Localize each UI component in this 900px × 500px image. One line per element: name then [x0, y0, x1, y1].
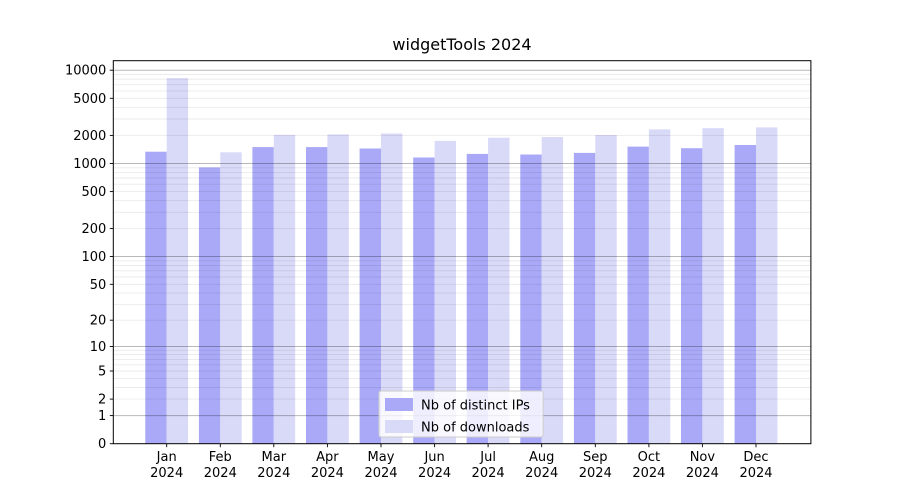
y-tick-label: 500: [81, 185, 106, 200]
x-tick-label: Jul 2024: [472, 450, 505, 481]
x-tick-label: Dec 2024: [739, 450, 772, 481]
y-tick-label: 5000: [73, 92, 106, 107]
y-tick-label: 0: [98, 437, 106, 452]
y-tick-label: 2: [98, 393, 106, 408]
x-tick-label: Mar 2024: [257, 450, 290, 481]
bar-distinct_ips: [252, 147, 274, 444]
bar-distinct_ips: [306, 147, 328, 444]
y-tick-label: 100: [81, 250, 106, 265]
bar-downloads: [702, 128, 724, 444]
y-tick-label: 10: [90, 340, 107, 355]
x-tick-label: Nov 2024: [686, 450, 719, 481]
x-tick-label: Oct 2024: [632, 450, 665, 481]
x-tick-label: Feb 2024: [204, 450, 237, 481]
bar-distinct_ips: [573, 152, 596, 444]
y-tick-label: 1000: [73, 157, 106, 172]
bar-distinct_ips: [627, 146, 649, 444]
x-tick-label: Apr 2024: [311, 450, 344, 481]
bar-downloads: [648, 129, 671, 444]
y-tick-label: 200: [81, 222, 106, 237]
bar-distinct_ips: [359, 148, 381, 444]
bar-downloads: [273, 134, 296, 444]
chart-title: widgetTools 2024: [392, 35, 532, 54]
bar-downloads: [434, 140, 456, 444]
y-tick-label: 50: [90, 278, 107, 293]
x-tick-label: Jun 2024: [418, 450, 451, 481]
bar-distinct_ips: [734, 145, 756, 444]
x-tick-label: May 2024: [364, 450, 397, 481]
legend-box: [378, 390, 544, 438]
bar-distinct_ips: [681, 148, 703, 444]
x-tick-label: Aug 2024: [525, 450, 558, 481]
bar-downloads: [381, 133, 403, 444]
legend-swatch-downloads: [385, 420, 413, 433]
bar-downloads: [541, 137, 564, 444]
y-tick-label: 10000: [65, 64, 106, 79]
bar-downloads: [220, 152, 242, 444]
x-tick-label: Jan 2024: [150, 450, 183, 481]
x-tick-label: Sep 2024: [579, 450, 612, 481]
y-tick-label: 1: [98, 409, 106, 424]
legend-label-distinct_ips: Nb of distinct IPs: [421, 399, 530, 414]
plot-frame: [112, 60, 812, 445]
legend-swatch-distinct_ips: [385, 398, 413, 411]
legend-label-downloads: Nb of downloads: [421, 421, 530, 436]
bar-distinct_ips: [145, 151, 167, 444]
y-tick-label: 5: [98, 365, 106, 380]
bar-distinct_ips: [520, 154, 542, 444]
bar-distinct_ips: [466, 153, 489, 444]
y-tick-label: 20: [90, 314, 107, 329]
bar-downloads: [327, 134, 349, 444]
bar-downloads: [595, 135, 617, 444]
y-tick-label: 2000: [73, 129, 106, 144]
bar-downloads: [166, 78, 189, 444]
bar-downloads: [488, 137, 510, 444]
bar-distinct_ips: [198, 167, 221, 444]
bar-distinct_ips: [413, 157, 435, 444]
bar-downloads: [756, 127, 778, 444]
